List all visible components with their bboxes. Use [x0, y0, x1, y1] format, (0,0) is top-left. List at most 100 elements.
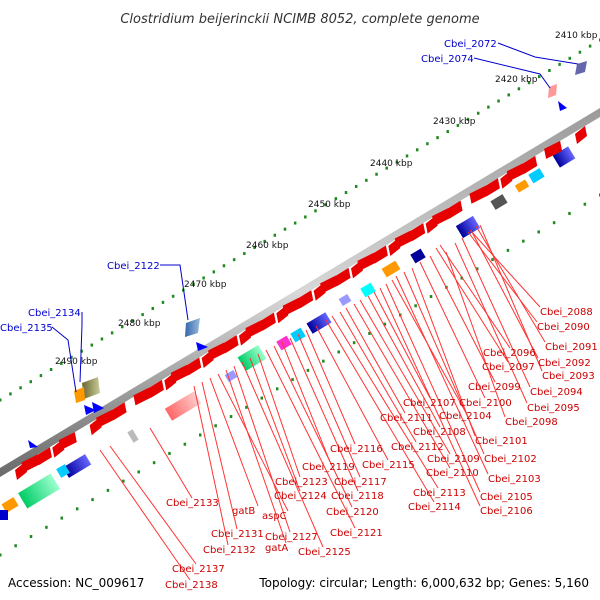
label-cbei-2116[interactable]: Cbei_2116 — [330, 444, 383, 455]
gene-block-21[interactable] — [0, 510, 8, 520]
label-gata[interactable]: gatA — [265, 543, 288, 554]
label-cbei-2098[interactable]: Cbei_2098 — [505, 417, 558, 428]
label-cbei-2114[interactable]: Cbei_2114 — [408, 502, 461, 513]
scale-dot — [558, 63, 561, 66]
label-cbei-2127[interactable]: Cbei_2127 — [265, 532, 318, 543]
gene-block-14[interactable] — [18, 473, 60, 508]
scale-label-2430: 2430 kbp — [433, 117, 476, 127]
label-cbei-2109[interactable]: Cbei_2109 — [427, 454, 480, 465]
scale-dot — [446, 130, 449, 133]
scale-dot — [568, 57, 571, 60]
label-cbei-2113[interactable]: Cbei_2113 — [413, 488, 466, 499]
label-cbei-2134[interactable]: Cbei_2134 — [28, 308, 81, 319]
label-cbei-2119[interactable]: Cbei_2119 — [302, 462, 355, 473]
scale-dot — [19, 386, 22, 389]
gene-cbei-2074-arrow[interactable] — [558, 101, 567, 111]
inner-scale-dot — [261, 397, 264, 400]
label-cbei-2107[interactable]: Cbei_2107 — [403, 398, 456, 409]
scale-label-2460: 2460 kbp — [246, 241, 289, 251]
gene-block-2[interactable] — [528, 168, 544, 183]
label-cbei-2135[interactable]: Cbei_2135 — [0, 323, 53, 334]
label-cbei-2102[interactable]: Cbei_2102 — [484, 454, 537, 465]
gene-block-6[interactable] — [382, 261, 401, 278]
label-cbei-2093[interactable]: Cbei_2093 — [542, 371, 595, 382]
gene-cbei-2134[interactable] — [82, 377, 100, 399]
gene-block-20[interactable] — [127, 429, 138, 442]
label-cbei-2092[interactable]: Cbei_2092 — [538, 358, 591, 369]
label-leader-line — [250, 358, 300, 491]
gene-block-4[interactable] — [490, 194, 507, 210]
label-gatb[interactable]: gatB — [232, 506, 255, 517]
label-cbei-2091[interactable]: Cbei_2091 — [545, 342, 598, 353]
label-cbei-2104[interactable]: Cbei_2104 — [439, 411, 492, 422]
gene-cbei-2122[interactable] — [185, 318, 200, 337]
inner-scale-dot — [337, 350, 340, 353]
label-cbei-2090[interactable]: Cbei_2090 — [537, 322, 590, 333]
label-cbei-2103[interactable]: Cbei_2103 — [488, 474, 541, 485]
inner-scale-dot — [230, 415, 233, 418]
label-cbei-2097[interactable]: Cbei_2097 — [482, 362, 535, 373]
gene-cbei-2072[interactable] — [575, 61, 587, 75]
label-cbei-2072[interactable]: Cbei_2072 — [444, 39, 497, 50]
label-cbei-2106[interactable]: Cbei_2106 — [480, 506, 533, 517]
label-cbei-2138[interactable]: Cbei_2138 — [165, 580, 218, 591]
label-cbei-2133[interactable]: Cbei_2133 — [166, 498, 219, 509]
label-cbei-2121[interactable]: Cbei_2121 — [330, 528, 383, 539]
inner-scale-dot — [214, 424, 217, 427]
label-cbei-2137[interactable]: Cbei_2137 — [172, 564, 225, 575]
gene-block-7[interactable] — [410, 249, 425, 264]
label-cbei-2124[interactable]: Cbei_2124 — [274, 491, 327, 502]
gene-block-3[interactable] — [515, 179, 529, 192]
label-cbei-2074[interactable]: Cbei_2074 — [421, 54, 474, 65]
inner-scale-dot — [14, 544, 17, 547]
inner-scale-dot — [568, 212, 571, 215]
scale-dot — [284, 228, 287, 231]
scale-dot — [355, 185, 358, 188]
label-cbei-2108[interactable]: Cbei_2108 — [413, 427, 466, 438]
label-cbei-2099[interactable]: Cbei_2099 — [468, 382, 521, 393]
scale-label-2420: 2420 kbp — [495, 75, 538, 85]
label-cbei-2105[interactable]: Cbei_2105 — [480, 492, 533, 503]
inner-scale-dot — [168, 452, 171, 455]
gene-reverse-arrow-2[interactable] — [28, 440, 38, 448]
inner-scale-dot — [276, 387, 279, 390]
label-cbei-2094[interactable]: Cbei_2094 — [530, 387, 583, 398]
scale-dot — [507, 93, 510, 96]
label-cbei-2122[interactable]: Cbei_2122 — [107, 261, 160, 272]
gene-cbei-2074[interactable] — [548, 84, 557, 98]
label-cbei-2123[interactable]: Cbei_2123 — [275, 477, 328, 488]
map-title: Clostridium beijerinckii NCIMB 8052, com… — [120, 12, 479, 27]
gene-block-8[interactable] — [360, 283, 375, 298]
inner-scale-dot — [507, 249, 510, 252]
gene-block-19[interactable] — [339, 294, 352, 306]
label-cbei-2096[interactable]: Cbei_2096 — [483, 348, 536, 359]
scale-dot — [477, 112, 480, 115]
label-cbei-2131[interactable]: Cbei_2131 — [211, 529, 264, 540]
scale-dot — [304, 215, 307, 218]
label-aspc[interactable]: aspC — [262, 511, 287, 522]
scale-label-2440: 2440 kbp — [370, 159, 413, 169]
label-cbei-2120[interactable]: Cbei_2120 — [326, 507, 379, 518]
label-leader-line — [194, 386, 228, 545]
scale-dot — [518, 87, 521, 90]
label-cbei-2100[interactable]: Cbei_2100 — [459, 398, 512, 409]
label-cbei-2125[interactable]: Cbei_2125 — [298, 547, 351, 558]
scale-dot — [50, 368, 53, 371]
inner-scale-dot — [584, 203, 587, 206]
scale-dot — [375, 173, 378, 176]
blue-leader-lines — [52, 43, 578, 392]
scale-dot — [538, 75, 541, 78]
label-cbei-2101[interactable]: Cbei_2101 — [475, 436, 528, 447]
label-cbei-2112[interactable]: Cbei_2112 — [391, 442, 444, 453]
label-cbei-2110[interactable]: Cbei_2110 — [426, 468, 479, 479]
label-cbei-2111[interactable]: Cbei_2111 — [380, 413, 433, 424]
label-cbei-2088[interactable]: Cbei_2088 — [540, 307, 593, 318]
label-cbei-2117[interactable]: Cbei_2117 — [334, 477, 387, 488]
scale-dot — [426, 142, 429, 145]
label-cbei-2095[interactable]: Cbei_2095 — [527, 403, 580, 414]
label-leader-line — [100, 450, 190, 580]
label-cbei-2115[interactable]: Cbei_2115 — [362, 460, 415, 471]
label-cbei-2118[interactable]: Cbei_2118 — [331, 491, 384, 502]
scale-dot — [497, 100, 500, 103]
label-cbei-2132[interactable]: Cbei_2132 — [203, 545, 256, 556]
